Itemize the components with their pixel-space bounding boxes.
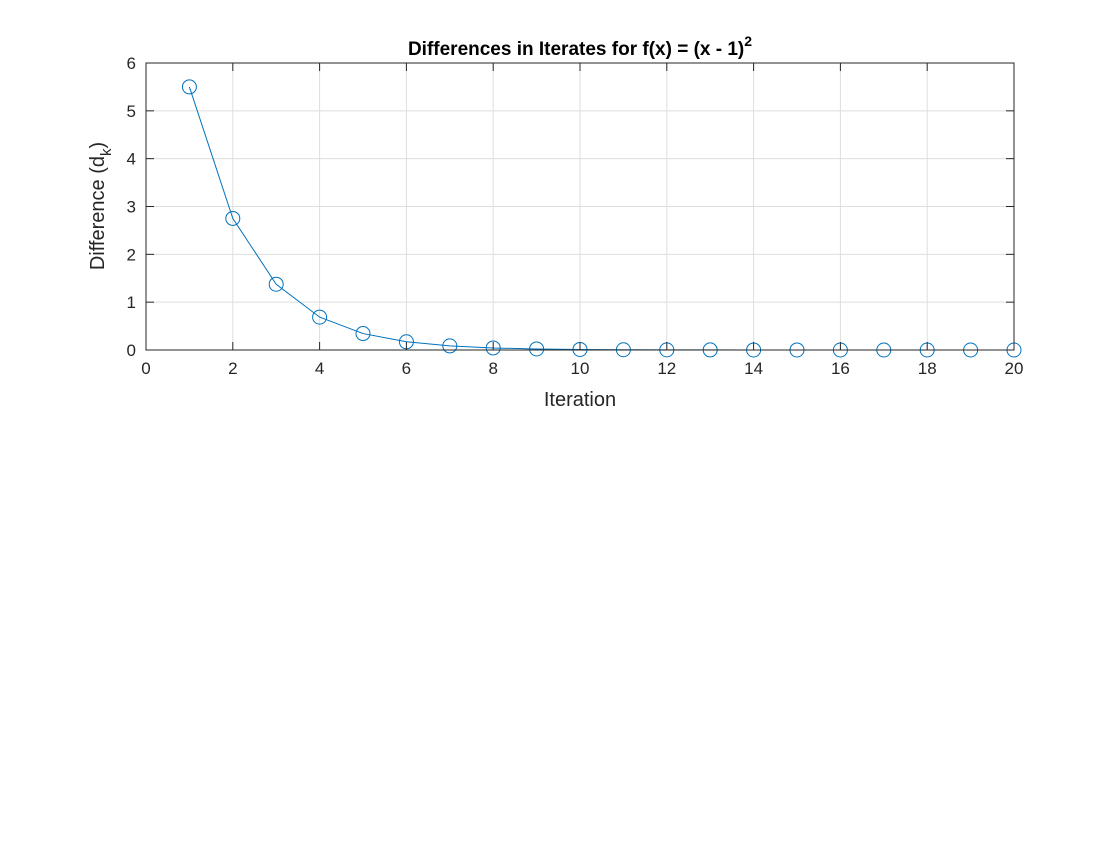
x-tick-label: 12 xyxy=(657,359,676,378)
tick-marks xyxy=(145,62,1015,351)
data-point-marker xyxy=(485,340,501,356)
x-tick-label: 20 xyxy=(1005,359,1024,378)
data-point-marker xyxy=(529,341,545,357)
data-point-marker xyxy=(181,79,197,95)
chart-title-superscript: 2 xyxy=(744,33,752,49)
y-tick-label: 0 xyxy=(127,341,136,360)
x-tick-label: 6 xyxy=(402,359,411,378)
y-axis-label: Difference (dk) xyxy=(87,142,115,270)
grid-lines xyxy=(146,63,1014,350)
y-tick-label: 1 xyxy=(127,293,136,312)
y-axis-label-suffix: ) xyxy=(87,142,109,149)
y-axis-label-main: Difference (d xyxy=(87,156,109,270)
x-tick-label: 8 xyxy=(488,359,497,378)
chart-title-main: Differences in Iterates for f(x) = (x - … xyxy=(408,39,744,60)
y-tick-label: 4 xyxy=(127,150,136,169)
x-tick-label: 16 xyxy=(831,359,850,378)
x-tick-label: 0 xyxy=(141,359,150,378)
y-tick-label: 6 xyxy=(127,54,136,73)
x-tick-label: 2 xyxy=(228,359,237,378)
data-point-marker xyxy=(225,210,241,226)
x-tick-label: 14 xyxy=(744,359,763,378)
y-axis-label-subscript: k xyxy=(98,148,115,156)
data-point-marker xyxy=(442,338,458,354)
y-tick-label: 3 xyxy=(127,198,136,217)
data-point-marker xyxy=(312,309,328,325)
x-tick-label: 4 xyxy=(315,359,324,378)
data-point-marker xyxy=(268,276,284,292)
chart-title: Differences in Iterates for f(x) = (x - … xyxy=(408,33,752,60)
x-tick-label: 10 xyxy=(571,359,590,378)
x-axis-label: Iteration xyxy=(544,389,616,411)
y-tick-label: 2 xyxy=(127,245,136,264)
x-tick-label: 18 xyxy=(918,359,937,378)
y-tick-label: 5 xyxy=(127,102,136,121)
data-point-marker xyxy=(355,326,371,342)
